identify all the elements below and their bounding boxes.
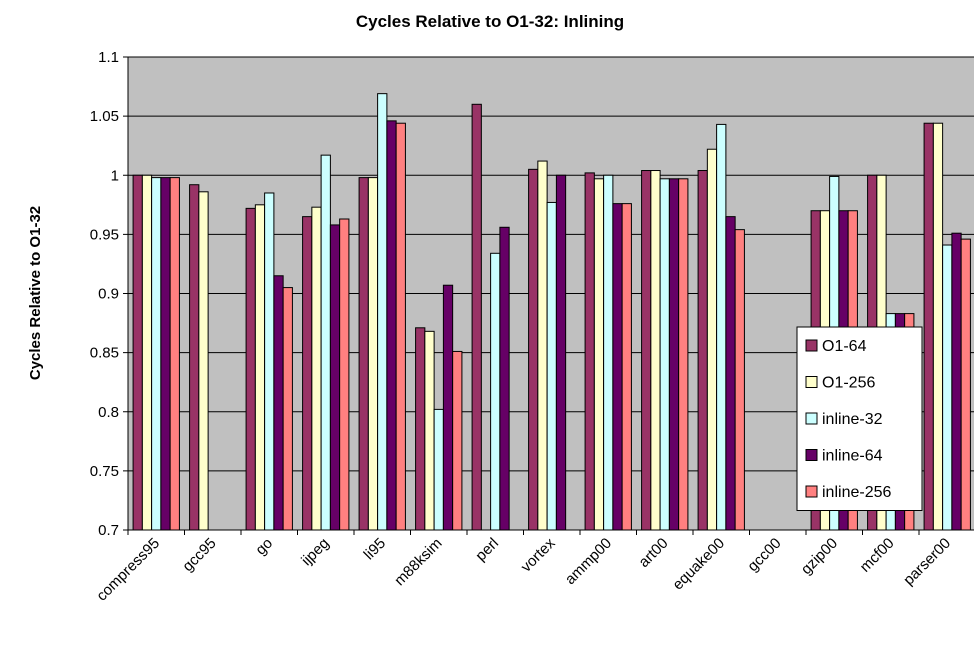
bar xyxy=(668,178,680,531)
bar xyxy=(377,93,388,531)
bar xyxy=(358,177,369,531)
bar xyxy=(528,168,539,531)
y-tick-label: 0.7 xyxy=(98,522,119,539)
bar xyxy=(603,174,614,531)
bar xyxy=(621,203,632,531)
bar xyxy=(716,123,727,531)
x-tick-label: m88ksim xyxy=(391,535,445,589)
bar xyxy=(415,327,426,531)
bar xyxy=(329,224,341,531)
y-tick-label: 0.85 xyxy=(90,345,119,362)
bar xyxy=(367,177,379,531)
y-tick-label: 0.8 xyxy=(98,404,119,421)
bar xyxy=(169,177,180,531)
bar xyxy=(706,148,718,531)
bar xyxy=(932,122,944,531)
bar xyxy=(593,178,605,531)
bar xyxy=(923,122,934,531)
x-tick-label: vortex xyxy=(518,534,559,575)
bar xyxy=(942,244,953,531)
y-tick-label: 1 xyxy=(111,167,119,184)
x-tick-label: gcc00 xyxy=(744,535,784,575)
x-tick-label: gcc95 xyxy=(179,535,219,575)
x-tick-label: gzip00 xyxy=(798,535,841,578)
bar xyxy=(490,252,501,531)
bar xyxy=(734,229,745,531)
legend-swatch xyxy=(805,339,818,352)
x-tick-label: art00 xyxy=(635,535,671,571)
x-tick-label: parser00 xyxy=(900,535,954,589)
x-tick-label: perl xyxy=(472,535,502,565)
bar xyxy=(189,184,200,531)
bar xyxy=(254,204,266,531)
legend-swatch xyxy=(805,449,818,461)
legend-label: O1-64 xyxy=(822,338,867,355)
legend-swatch xyxy=(805,376,818,388)
legend-label: inline-256 xyxy=(822,484,891,501)
bar xyxy=(311,206,322,531)
legend-box xyxy=(796,326,923,511)
legend-swatch xyxy=(805,485,818,498)
bar xyxy=(650,170,661,531)
legend-label: O1-256 xyxy=(822,375,875,392)
bar xyxy=(160,177,171,531)
bar xyxy=(132,174,143,531)
y-tick-label: 0.9 xyxy=(98,286,119,303)
x-tick-label: mcf00 xyxy=(857,535,898,576)
bar xyxy=(282,287,293,531)
bar xyxy=(960,238,971,531)
bar xyxy=(339,218,350,531)
x-tick-label: li95 xyxy=(361,535,390,564)
bar xyxy=(320,154,331,531)
legend-label: inline-32 xyxy=(822,411,883,428)
y-tick-label: 1.05 xyxy=(90,108,119,125)
bar xyxy=(951,232,962,531)
y-tick-label: 1.1 xyxy=(98,49,119,66)
x-tick-label: compress95 xyxy=(93,535,163,605)
bar xyxy=(198,191,209,531)
bar xyxy=(612,203,623,531)
bar xyxy=(442,284,454,531)
legend-label: inline-64 xyxy=(822,448,883,465)
y-tick-label: 0.75 xyxy=(90,463,119,480)
bar xyxy=(697,170,708,531)
bar xyxy=(245,207,256,531)
legend-swatch xyxy=(805,412,818,425)
y-tick-label: 0.95 xyxy=(90,226,119,243)
bar xyxy=(386,120,397,531)
bar xyxy=(659,178,670,531)
bar xyxy=(151,177,162,531)
bar xyxy=(395,122,406,531)
chart-title: Cycles Relative to O1-32: Inlining xyxy=(356,12,624,31)
x-tick-label: go xyxy=(252,535,276,559)
x-tick-label: ijpeg xyxy=(298,535,332,569)
bar xyxy=(433,408,444,531)
bar xyxy=(452,350,463,531)
bar xyxy=(537,160,548,531)
bar xyxy=(141,174,153,531)
bar xyxy=(302,216,313,531)
bar xyxy=(584,172,595,531)
x-tick-label: ammp00 xyxy=(562,535,615,588)
bar xyxy=(555,174,567,531)
bar xyxy=(264,192,275,531)
bar xyxy=(424,330,435,531)
bar xyxy=(471,103,482,531)
bar xyxy=(678,178,689,531)
bar xyxy=(725,216,736,531)
x-tick-label: equake00 xyxy=(669,535,728,594)
bar xyxy=(546,201,557,531)
bar xyxy=(273,275,284,531)
y-axis-label: Cycles Relative to O1-32 xyxy=(27,206,44,380)
bar xyxy=(641,170,652,531)
bar xyxy=(499,226,510,531)
